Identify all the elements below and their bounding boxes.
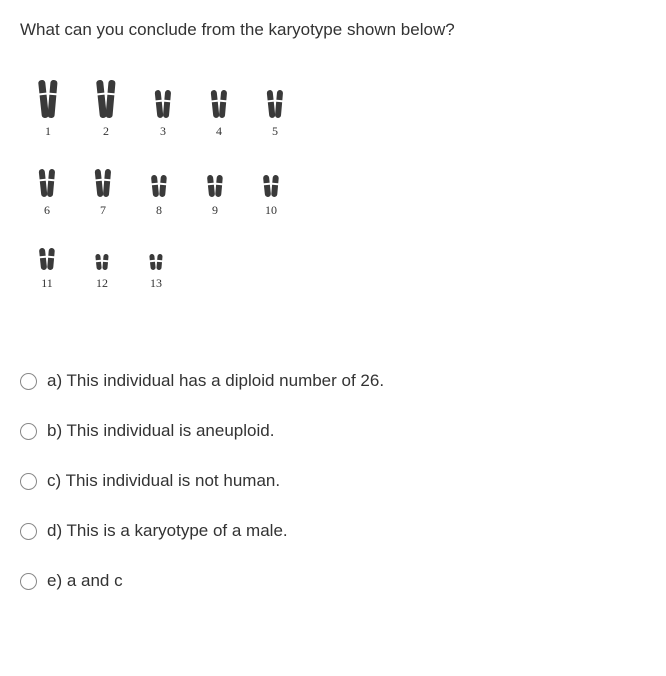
chromosome-group-13: 13 [150,254,162,291]
option-a[interactable]: a) This individual has a diploid number … [20,371,646,391]
chromosome-pair [96,254,108,270]
chromosome-icon [105,80,115,118]
chromosome-pair [156,90,170,118]
question-text: What can you conclude from the karyotype… [20,20,646,40]
chromosome-icon [275,90,283,118]
chromosome-label: 4 [216,124,222,139]
chromosome-group-3: 3 [156,90,170,139]
option-text: d) This is a karyotype of a male. [47,521,288,541]
chromosome-label: 1 [45,124,51,139]
chromosome-pair [98,80,114,118]
chromosome-label: 6 [44,203,50,218]
chromosome-icon [219,90,227,118]
chromosome-group-7: 7 [96,169,110,218]
chromosome-pair [268,90,282,118]
chromosome-group-1: 1 [40,80,56,139]
chromosome-group-12: 12 [96,254,108,291]
radio-icon[interactable] [20,423,37,440]
chromosome-pair [40,248,54,270]
chromosome-icon [95,254,102,270]
chromosome-icon [263,175,271,198]
radio-icon[interactable] [20,473,37,490]
chromosome-row: 6 7 8 9 10 [40,169,626,218]
chromosome-icon [47,169,55,197]
chromosome-row: 1 2 3 4 5 [40,80,626,139]
option-b[interactable]: b) This individual is aneuploid. [20,421,646,441]
chromosome-label: 11 [41,276,53,291]
radio-icon[interactable] [20,523,37,540]
chromosome-pair [96,169,110,197]
chromosome-pair [212,90,226,118]
chromosome-icon [151,175,159,198]
chromosome-pair [264,175,278,197]
chromosome-group-5: 5 [268,90,282,139]
chromosome-label: 5 [272,124,278,139]
option-e[interactable]: e) a and c [20,571,646,591]
chromosome-icon [156,254,162,270]
chromosome-label: 7 [100,203,106,218]
chromosome-label: 8 [156,203,162,218]
chromosome-label: 10 [265,203,277,218]
radio-icon[interactable] [20,573,37,590]
chromosome-icon [47,80,57,118]
karyotype-diagram: 12345678910111213 [20,70,646,341]
chromosome-label: 3 [160,124,166,139]
chromosome-label: 9 [212,203,218,218]
option-text: c) This individual is not human. [47,471,280,491]
chromosome-icon [271,175,279,197]
option-d[interactable]: d) This is a karyotype of a male. [20,521,646,541]
chromosome-label: 12 [96,276,108,291]
chromosome-label: 2 [103,124,109,139]
chromosome-icon [102,254,108,270]
chromosome-pair [40,169,54,197]
chromosome-group-8: 8 [152,175,166,218]
chromosome-icon [39,248,47,271]
chromosome-icon [149,254,156,270]
chromosome-icon [103,169,111,197]
chromosome-group-4: 4 [212,90,226,139]
radio-icon[interactable] [20,373,37,390]
option-text: a) This individual has a diploid number … [47,371,384,391]
chromosome-group-9: 9 [208,175,222,218]
chromosome-row: 11 12 13 [40,248,626,291]
chromosome-pair [150,254,162,270]
chromosome-group-10: 10 [264,175,278,218]
chromosome-icon [159,175,167,197]
option-text: e) a and c [47,571,123,591]
chromosome-group-2: 2 [98,80,114,139]
chromosome-icon [207,175,215,198]
option-c[interactable]: c) This individual is not human. [20,471,646,491]
option-text: b) This individual is aneuploid. [47,421,274,441]
chromosome-pair [40,80,56,118]
chromosome-icon [215,175,223,197]
options-list: a) This individual has a diploid number … [20,371,646,591]
chromosome-group-6: 6 [40,169,54,218]
chromosome-icon [47,248,55,270]
chromosome-icon [163,90,171,118]
chromosome-group-11: 11 [40,248,54,291]
chromosome-label: 13 [150,276,162,291]
chromosome-pair [208,175,222,197]
chromosome-pair [152,175,166,197]
